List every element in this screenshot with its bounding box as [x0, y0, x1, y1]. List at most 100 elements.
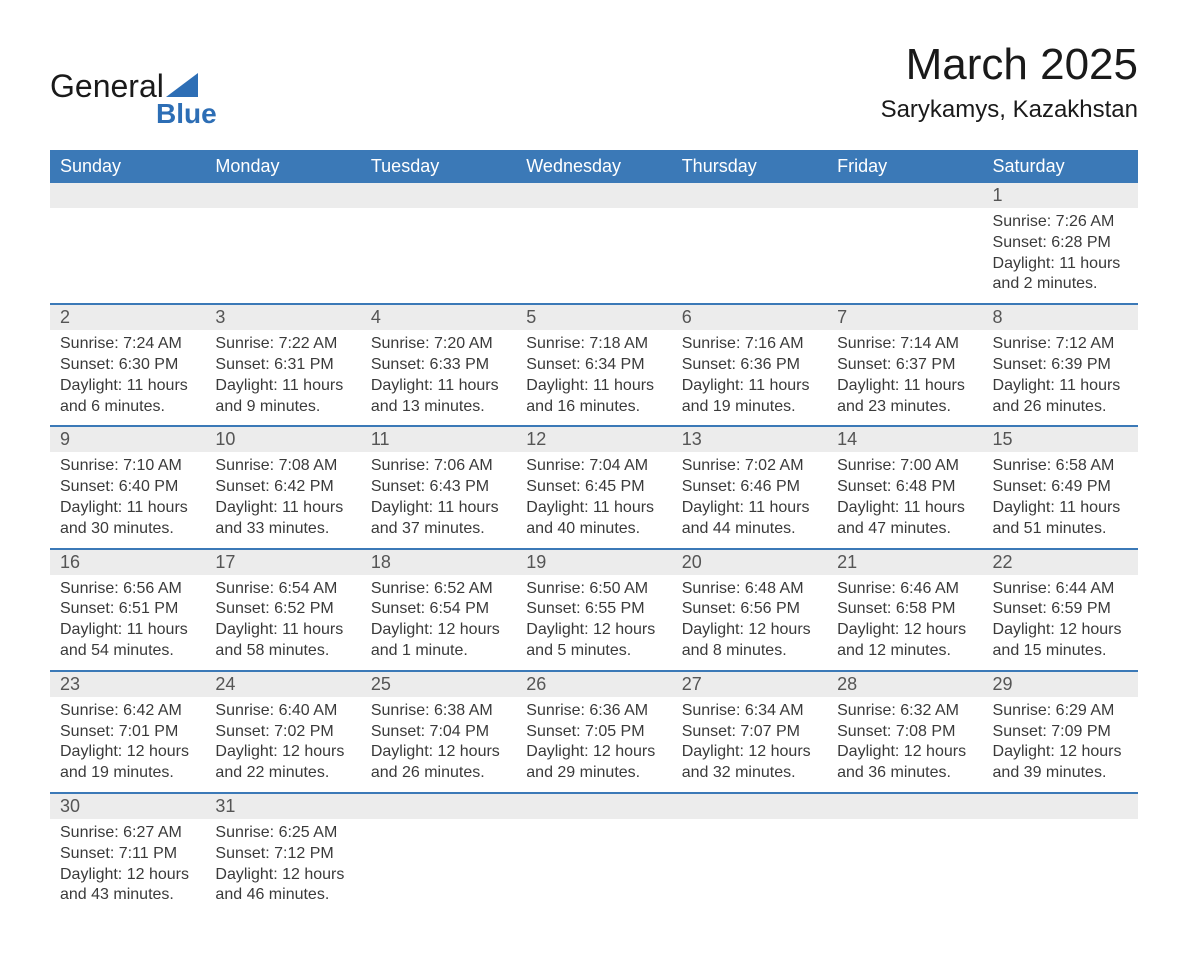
day-data-cell — [827, 208, 982, 304]
day-number-cell: 1 — [983, 183, 1138, 208]
day-number-cell: 16 — [50, 549, 205, 575]
sunset-text: Sunset: 6:51 PM — [60, 599, 195, 620]
sunrise-text: Sunrise: 6:50 AM — [526, 579, 661, 600]
sunrise-text: Sunrise: 6:54 AM — [215, 579, 350, 600]
daylight-text: Daylight: 11 hours and 54 minutes. — [60, 620, 195, 662]
daylight-text: Daylight: 12 hours and 39 minutes. — [993, 742, 1128, 784]
day-data-cell — [672, 208, 827, 304]
sunrise-text: Sunrise: 7:20 AM — [371, 334, 506, 355]
day-data-cell: Sunrise: 6:56 AMSunset: 6:51 PMDaylight:… — [50, 575, 205, 671]
day-number-cell: 25 — [361, 671, 516, 697]
day-number-row: 30 31 — [50, 793, 1138, 819]
daylight-text: Daylight: 11 hours and 47 minutes. — [837, 498, 972, 540]
day-data-cell — [516, 819, 671, 914]
sunrise-text: Sunrise: 6:27 AM — [60, 823, 195, 844]
sunrise-text: Sunrise: 6:56 AM — [60, 579, 195, 600]
day-number: 12 — [526, 429, 546, 449]
day-data-cell: Sunrise: 7:20 AMSunset: 6:33 PMDaylight:… — [361, 330, 516, 426]
day-number-cell: 24 — [205, 671, 360, 697]
day-number-cell: 20 — [672, 549, 827, 575]
day-number: 1 — [993, 185, 1003, 205]
day-data-cell — [827, 819, 982, 914]
day-data-cell: Sunrise: 7:14 AMSunset: 6:37 PMDaylight:… — [827, 330, 982, 426]
day-data-cell: Sunrise: 7:26 AMSunset: 6:28 PMDaylight:… — [983, 208, 1138, 304]
day-data-cell — [205, 208, 360, 304]
weekday-header: Thursday — [672, 150, 827, 183]
daylight-text: Daylight: 11 hours and 51 minutes. — [993, 498, 1128, 540]
page-header: General Blue March 2025 Sarykamys, Kazak… — [50, 40, 1138, 130]
day-data-cell: Sunrise: 6:36 AMSunset: 7:05 PMDaylight:… — [516, 697, 671, 793]
daylight-text: Daylight: 11 hours and 6 minutes. — [60, 376, 195, 418]
day-data-cell: Sunrise: 6:29 AMSunset: 7:09 PMDaylight:… — [983, 697, 1138, 793]
daylight-text: Daylight: 11 hours and 37 minutes. — [371, 498, 506, 540]
day-number: 15 — [993, 429, 1013, 449]
day-number-cell — [983, 793, 1138, 819]
day-data-row: Sunrise: 6:27 AMSunset: 7:11 PMDaylight:… — [50, 819, 1138, 914]
day-number: 26 — [526, 674, 546, 694]
day-number: 7 — [837, 307, 847, 327]
day-data-cell: Sunrise: 7:08 AMSunset: 6:42 PMDaylight:… — [205, 452, 360, 548]
day-number: 25 — [371, 674, 391, 694]
day-data-cell: Sunrise: 6:40 AMSunset: 7:02 PMDaylight:… — [205, 697, 360, 793]
sunrise-text: Sunrise: 7:12 AM — [993, 334, 1128, 355]
weekday-header: Friday — [827, 150, 982, 183]
day-number-row: 9101112131415 — [50, 426, 1138, 452]
day-data-cell: Sunrise: 7:10 AMSunset: 6:40 PMDaylight:… — [50, 452, 205, 548]
day-number-cell — [827, 793, 982, 819]
day-data-cell — [672, 819, 827, 914]
day-number: 21 — [837, 552, 857, 572]
sunset-text: Sunset: 7:01 PM — [60, 722, 195, 743]
day-data-cell — [983, 819, 1138, 914]
sunset-text: Sunset: 7:04 PM — [371, 722, 506, 743]
sunset-text: Sunset: 6:39 PM — [993, 355, 1128, 376]
logo-triangle-icon — [166, 73, 198, 97]
sunrise-text: Sunrise: 6:32 AM — [837, 701, 972, 722]
day-data-cell — [50, 208, 205, 304]
day-number: 10 — [215, 429, 235, 449]
day-number: 28 — [837, 674, 857, 694]
daylight-text: Daylight: 12 hours and 26 minutes. — [371, 742, 506, 784]
daylight-text: Daylight: 11 hours and 16 minutes. — [526, 376, 661, 418]
day-number-cell: 2 — [50, 304, 205, 330]
daylight-text: Daylight: 11 hours and 58 minutes. — [215, 620, 350, 662]
sunrise-text: Sunrise: 6:34 AM — [682, 701, 817, 722]
weekday-header: Tuesday — [361, 150, 516, 183]
sunset-text: Sunset: 6:55 PM — [526, 599, 661, 620]
day-number-cell: 30 — [50, 793, 205, 819]
sunset-text: Sunset: 6:31 PM — [215, 355, 350, 376]
sunset-text: Sunset: 7:09 PM — [993, 722, 1128, 743]
sunrise-text: Sunrise: 7:02 AM — [682, 456, 817, 477]
daylight-text: Daylight: 11 hours and 19 minutes. — [682, 376, 817, 418]
day-number-row: 23242526272829 — [50, 671, 1138, 697]
daylight-text: Daylight: 12 hours and 12 minutes. — [837, 620, 972, 662]
day-number-cell: 18 — [361, 549, 516, 575]
day-number-cell — [827, 183, 982, 208]
day-number-cell: 13 — [672, 426, 827, 452]
day-data-cell: Sunrise: 6:52 AMSunset: 6:54 PMDaylight:… — [361, 575, 516, 671]
day-data-cell: Sunrise: 6:54 AMSunset: 6:52 PMDaylight:… — [205, 575, 360, 671]
sunset-text: Sunset: 6:52 PM — [215, 599, 350, 620]
day-number: 8 — [993, 307, 1003, 327]
sunset-text: Sunset: 6:40 PM — [60, 477, 195, 498]
sunset-text: Sunset: 6:48 PM — [837, 477, 972, 498]
day-number-cell: 14 — [827, 426, 982, 452]
weekday-header: Wednesday — [516, 150, 671, 183]
day-number-cell: 9 — [50, 426, 205, 452]
day-number: 31 — [215, 796, 235, 816]
daylight-text: Daylight: 12 hours and 46 minutes. — [215, 865, 350, 907]
day-number-cell: 5 — [516, 304, 671, 330]
daylight-text: Daylight: 11 hours and 13 minutes. — [371, 376, 506, 418]
day-number-cell: 21 — [827, 549, 982, 575]
day-number-cell: 29 — [983, 671, 1138, 697]
day-data-cell: Sunrise: 7:12 AMSunset: 6:39 PMDaylight:… — [983, 330, 1138, 426]
day-data-cell: Sunrise: 7:16 AMSunset: 6:36 PMDaylight:… — [672, 330, 827, 426]
day-number-cell — [516, 183, 671, 208]
day-data-row: Sunrise: 7:24 AMSunset: 6:30 PMDaylight:… — [50, 330, 1138, 426]
sunrise-text: Sunrise: 6:44 AM — [993, 579, 1128, 600]
daylight-text: Daylight: 11 hours and 23 minutes. — [837, 376, 972, 418]
day-data-cell: Sunrise: 7:18 AMSunset: 6:34 PMDaylight:… — [516, 330, 671, 426]
day-number-cell: 26 — [516, 671, 671, 697]
daylight-text: Daylight: 12 hours and 32 minutes. — [682, 742, 817, 784]
daylight-text: Daylight: 12 hours and 1 minute. — [371, 620, 506, 662]
day-number-cell — [516, 793, 671, 819]
